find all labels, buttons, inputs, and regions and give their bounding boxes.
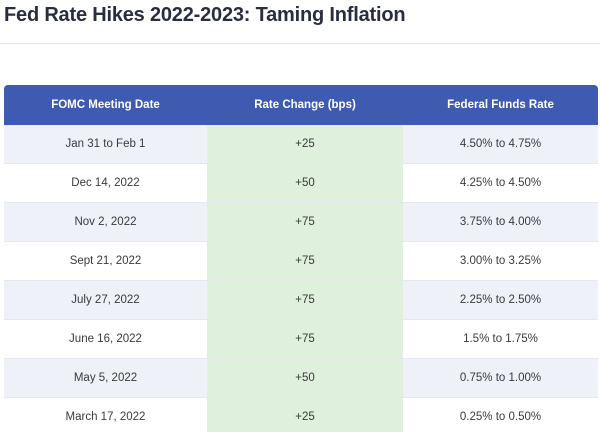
cell-meeting-date: Nov 2, 2022 <box>4 202 207 242</box>
cell-funds-rate: 0.25% to 0.50% <box>403 397 598 432</box>
header-meeting-date: FOMC Meeting Date <box>4 85 207 125</box>
rate-hikes-table: FOMC Meeting Date Rate Change (bps) Fede… <box>4 85 598 432</box>
cell-meeting-date: March 17, 2022 <box>4 397 207 432</box>
cell-funds-rate: 3.75% to 4.00% <box>403 202 598 242</box>
cell-funds-rate: 0.75% to 1.00% <box>403 358 598 398</box>
table-row: July 27, 2022 +75 2.25% to 2.50% <box>4 280 598 320</box>
cell-rate-change: +50 <box>207 358 403 398</box>
rate-hikes-table-container: FOMC Meeting Date Rate Change (bps) Fede… <box>4 85 598 432</box>
cell-meeting-date: Dec 14, 2022 <box>4 163 207 203</box>
cell-rate-change: +75 <box>207 241 403 281</box>
cell-rate-change: +75 <box>207 202 403 242</box>
table-row: Nov 2, 2022 +75 3.75% to 4.00% <box>4 202 598 242</box>
header-rate-change: Rate Change (bps) <box>207 85 403 125</box>
cell-meeting-date: May 5, 2022 <box>4 358 207 398</box>
table-row: Jan 31 to Feb 1 +25 4.50% to 4.75% <box>4 125 598 164</box>
cell-funds-rate: 4.50% to 4.75% <box>403 125 598 164</box>
table-row: Sept 21, 2022 +75 3.00% to 3.25% <box>4 241 598 281</box>
cell-funds-rate: 2.25% to 2.50% <box>403 280 598 320</box>
cell-funds-rate: 3.00% to 3.25% <box>403 241 598 281</box>
table-row: May 5, 2022 +50 0.75% to 1.00% <box>4 358 598 398</box>
cell-rate-change: +50 <box>207 163 403 203</box>
header-row: FOMC Meeting Date Rate Change (bps) Fede… <box>4 85 598 125</box>
table-row: June 16, 2022 +75 1.5% to 1.75% <box>4 319 598 359</box>
table-header: FOMC Meeting Date Rate Change (bps) Fede… <box>4 85 598 125</box>
cell-rate-change: +25 <box>207 397 403 432</box>
title-divider <box>0 43 600 44</box>
header-funds-rate: Federal Funds Rate <box>403 85 598 125</box>
table-row: Dec 14, 2022 +50 4.25% to 4.50% <box>4 163 598 203</box>
table-body: Jan 31 to Feb 1 +25 4.50% to 4.75% Dec 1… <box>4 125 598 432</box>
cell-meeting-date: June 16, 2022 <box>4 319 207 359</box>
cell-funds-rate: 1.5% to 1.75% <box>403 319 598 359</box>
table-row: March 17, 2022 +25 0.25% to 0.50% <box>4 397 598 432</box>
cell-funds-rate: 4.25% to 4.50% <box>403 163 598 203</box>
cell-meeting-date: Sept 21, 2022 <box>4 241 207 281</box>
cell-rate-change: +75 <box>207 319 403 359</box>
cell-rate-change: +75 <box>207 280 403 320</box>
cell-meeting-date: Jan 31 to Feb 1 <box>4 125 207 164</box>
page-title: Fed Rate Hikes 2022-2023: Taming Inflati… <box>4 4 406 26</box>
cell-rate-change: +25 <box>207 125 403 164</box>
cell-meeting-date: July 27, 2022 <box>4 280 207 320</box>
